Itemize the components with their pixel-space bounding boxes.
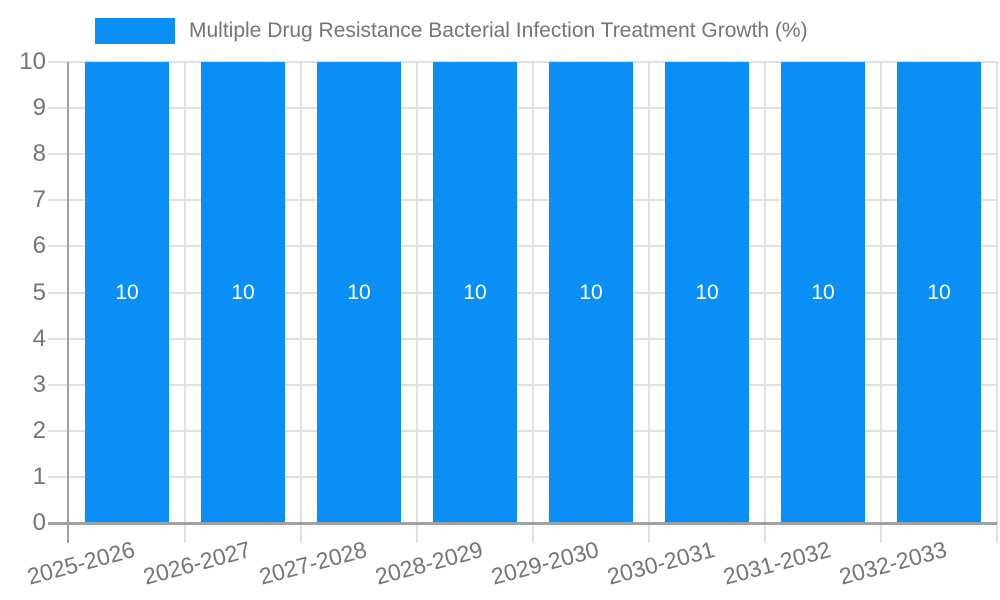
gridline-vertical — [648, 62, 650, 543]
bar[interactable] — [897, 62, 981, 523]
bar[interactable] — [201, 62, 285, 523]
bar[interactable] — [781, 62, 865, 523]
bar[interactable] — [433, 62, 517, 523]
y-axis-tick-label: 5 — [32, 278, 46, 306]
gridline-horizontal — [48, 61, 997, 63]
y-axis-tick-label: 7 — [32, 186, 46, 214]
x-axis-line — [48, 522, 997, 525]
bar-value-label: 10 — [927, 280, 951, 304]
gridline-horizontal — [48, 383, 997, 386]
gridline-vertical — [880, 62, 882, 543]
gridline-horizontal — [48, 245, 997, 248]
legend-label: Multiple Drug Resistance Bacterial Infec… — [189, 19, 808, 42]
y-axis-tick-label: 4 — [32, 324, 46, 352]
y-axis-tick-label: 3 — [32, 370, 46, 398]
gridline-horizontal — [48, 475, 997, 478]
y-axis-tick-label: 1 — [32, 462, 46, 490]
bar[interactable] — [549, 62, 633, 523]
gridline-vertical — [416, 62, 418, 543]
bar-value-label: 10 — [347, 280, 371, 304]
y-axis-tick-label: 10 — [19, 48, 46, 75]
y-axis-tick-label: 0 — [32, 509, 46, 536]
y-axis-line — [67, 62, 69, 543]
y-axis-tick-label: 2 — [32, 416, 46, 444]
bar[interactable] — [317, 62, 401, 523]
bar-value-label: 10 — [579, 280, 603, 304]
gridline-horizontal — [48, 153, 997, 156]
bar[interactable] — [85, 62, 169, 523]
legend-swatch — [95, 18, 175, 44]
gridline-horizontal — [48, 199, 997, 202]
legend[interactable]: Multiple Drug Resistance Bacterial Infec… — [95, 18, 808, 44]
gridline-vertical — [184, 62, 186, 543]
gridline-horizontal — [48, 337, 997, 340]
gridline-vertical — [764, 62, 766, 543]
gridline-horizontal — [48, 429, 997, 432]
bar-value-label: 10 — [115, 280, 139, 304]
bar[interactable] — [665, 62, 749, 523]
bar-value-label: 10 — [695, 280, 719, 304]
gridline-horizontal — [48, 107, 997, 110]
y-axis-tick-label: 9 — [32, 94, 46, 122]
bar-value-label: 10 — [463, 280, 487, 304]
y-axis-tick-label: 8 — [32, 140, 46, 168]
gridline-vertical — [300, 62, 302, 543]
bar-value-label: 10 — [811, 280, 835, 304]
gridline-vertical — [996, 62, 998, 543]
bar-value-label: 10 — [231, 280, 255, 304]
y-axis-tick-label: 6 — [32, 232, 46, 260]
gridline-vertical — [532, 62, 534, 543]
gridline-horizontal — [48, 291, 997, 294]
